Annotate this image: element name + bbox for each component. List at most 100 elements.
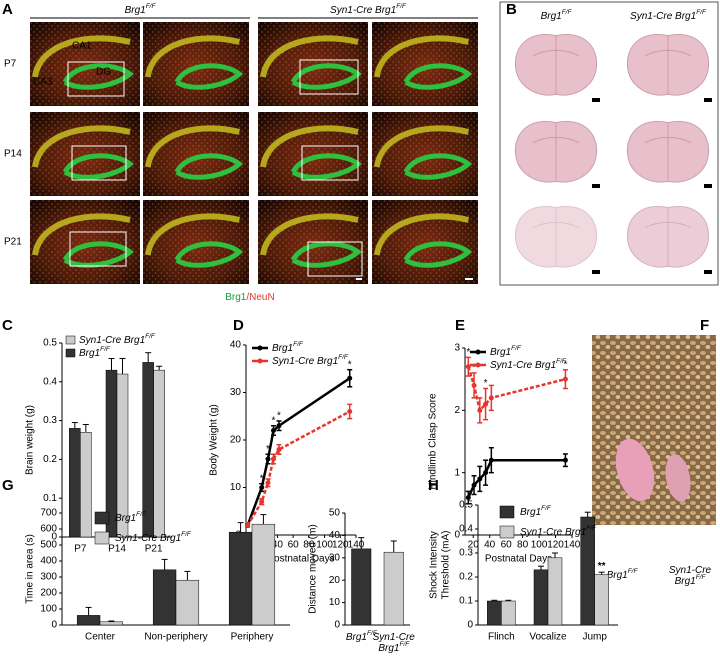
legend-label-sup: F/F [556, 358, 567, 365]
y-tick-label: 40 [230, 340, 242, 351]
panel-f-photo [592, 335, 716, 525]
legend-swatch [94, 511, 110, 525]
photo-label-text: Brg1 [675, 576, 696, 587]
error-bar [598, 571, 605, 575]
legend-label: Syn1-Cre Brg1F/F [520, 525, 597, 538]
x-tick-label: 80 [517, 540, 529, 551]
y-tick-label: 30 [329, 552, 341, 563]
panel-letter: H [428, 477, 439, 494]
y-tick-label: 0.5 [459, 500, 473, 511]
annotation: * [563, 359, 567, 370]
legend-label-text: Brg1 [115, 513, 136, 524]
y-tick-label: 2 [454, 405, 460, 416]
y-axis-label: Body Weight (g) [209, 404, 220, 476]
bar [383, 551, 404, 626]
y-axis-label: Hindlimb Clasp Score [428, 393, 439, 490]
point [483, 401, 489, 407]
x-tick-label: 100 [531, 540, 548, 551]
x-tick-label: Periphery [231, 632, 274, 643]
x-tick-label: Non-periphery [144, 632, 207, 643]
legend-swatch [499, 525, 515, 539]
column-header-sup: F/F [696, 9, 707, 16]
legend-label-text: Syn1-Cre Brg1 [115, 533, 181, 544]
row-label: P21 [4, 237, 22, 248]
error-bar [390, 540, 397, 553]
point [562, 457, 568, 463]
y-tick-label: 10 [230, 482, 242, 493]
x-tick-label: P7 [74, 544, 87, 555]
point [347, 409, 353, 414]
point [477, 476, 483, 482]
series-line [246, 410, 351, 527]
x-tick-label: 140 [564, 540, 581, 551]
region-label: DG [96, 67, 111, 78]
error-bar [161, 558, 168, 570]
y-tick-label: 200 [40, 588, 57, 599]
x-tick-label: 100 [316, 540, 333, 551]
caption-part: Brg1 [225, 292, 247, 303]
column-header-text: Brg1 [125, 5, 146, 16]
bar [175, 579, 200, 626]
error-bar [358, 537, 365, 549]
error-bar [184, 570, 191, 581]
annotation: * [484, 378, 488, 389]
point [483, 470, 489, 476]
x-tick-label: Vocalize [529, 632, 567, 643]
y-tick-label: 0 [51, 620, 57, 631]
bar [594, 574, 609, 626]
point [276, 423, 282, 429]
point [271, 456, 276, 462]
panel-letter: C [2, 317, 13, 334]
panel-letter: B [506, 1, 517, 18]
column-header-text: Syn1-Cre Brg1 [630, 11, 696, 22]
error-bar [491, 599, 498, 601]
y-tick-label: 0 [454, 530, 460, 541]
legend-label-text: Syn1-Cre Brg1 [79, 335, 145, 346]
error-bar [538, 565, 544, 570]
x-tick-label: Syn1-Cre [373, 632, 416, 643]
legend-label: Syn1-Cre Brg1F/F [79, 333, 156, 346]
bar [251, 523, 276, 626]
panel-letter: E [455, 317, 465, 334]
legend-label-sup: F/F [338, 354, 349, 361]
legend-label-text: Brg1 [520, 507, 541, 518]
legend-marker [257, 345, 263, 351]
panel-letter: A [2, 1, 13, 18]
legend-label: Brg1F/F [490, 345, 522, 358]
bar [501, 600, 516, 626]
point [471, 482, 477, 488]
annotation: * [277, 411, 281, 422]
y-tick-label: 0.2 [43, 454, 57, 465]
y-axis-label: Shock Intensity [429, 531, 440, 599]
legend-label: Brg1F/F [79, 346, 111, 359]
y-tick-label: 700 [40, 508, 57, 519]
photo-label-text: Brg1 [607, 570, 628, 581]
point [488, 457, 494, 463]
y-tick-label: 300 [40, 572, 57, 583]
x-axis-label: Postnatal Days [485, 554, 552, 565]
bar [487, 600, 502, 626]
y-tick-label: 0.1 [43, 493, 57, 504]
point [488, 395, 494, 401]
panel-letter: D [233, 317, 244, 334]
region-label: CA3 [33, 77, 53, 88]
photo-label-text: Syn1-Cre [669, 565, 712, 576]
legend-swatch [94, 531, 110, 545]
x-tick-label-sup: F/F [399, 641, 410, 648]
error-bar [552, 552, 558, 558]
error-bar [156, 365, 163, 371]
legend-label: Syn1-Cre Brg1F/F [272, 354, 349, 367]
bar [228, 531, 253, 626]
photo-label-sup: F/F [696, 574, 707, 581]
point [562, 376, 568, 382]
y-tick-label: 0.1 [459, 596, 473, 607]
legend-label-text: Brg1 [79, 348, 100, 359]
column-header: Syn1-Cre Brg1F/F [330, 3, 407, 16]
photo-label: Syn1-Cre [669, 565, 712, 576]
column-header-sup: F/F [562, 9, 573, 16]
panel-a-images [30, 17, 478, 284]
x-tick-label: Jump [582, 632, 607, 643]
photo-label: Brg1F/F [607, 568, 639, 581]
legend-label-sup: F/F [586, 525, 597, 532]
